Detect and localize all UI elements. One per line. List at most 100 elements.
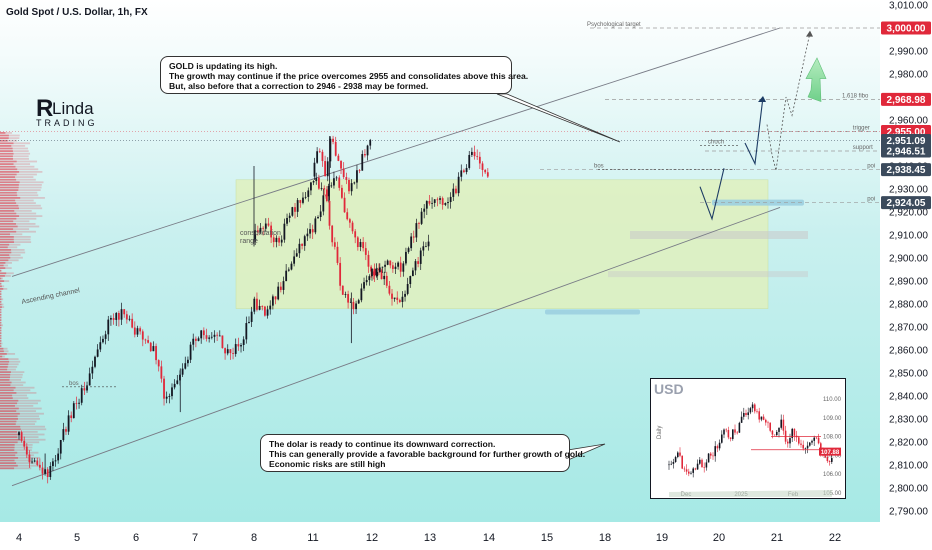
candle-body xyxy=(481,163,484,170)
inset-candle-body xyxy=(699,459,701,464)
inset-candle-body xyxy=(806,445,809,449)
volume-profile-bar xyxy=(0,316,2,319)
volume-profile-bar xyxy=(0,379,10,381)
volume-profile-bar xyxy=(0,228,30,230)
volume-profile-bar xyxy=(0,399,41,402)
inset-candle-body xyxy=(732,429,734,439)
volume-profile-bar xyxy=(0,433,21,436)
volume-profile-bar xyxy=(0,197,45,199)
inset-candle-body xyxy=(824,455,826,457)
volume-profile-bar xyxy=(0,160,38,163)
volume-profile-bar xyxy=(0,301,2,303)
candle-body xyxy=(23,440,26,447)
candle-body xyxy=(38,464,41,468)
candle-body xyxy=(444,203,447,205)
correction-path xyxy=(699,168,725,221)
volume-profile-bar xyxy=(0,269,1,272)
volume-profile-bar xyxy=(0,165,16,168)
candle-body xyxy=(264,223,267,229)
candle-body xyxy=(294,207,296,212)
price-badge xyxy=(881,21,931,35)
inset-candle-body xyxy=(758,411,760,420)
volume-profile-bar xyxy=(0,373,11,376)
volume-profile-bar xyxy=(0,392,17,394)
candle-body xyxy=(378,267,381,272)
inset-candle-body xyxy=(754,404,756,412)
candle-body xyxy=(25,446,28,455)
x-tick-label: 14 xyxy=(483,532,495,544)
imbalance-zone xyxy=(630,231,808,239)
x-tick-label: 18 xyxy=(599,532,611,544)
candles xyxy=(18,135,489,484)
volume-profile-bar xyxy=(0,373,23,376)
candle-body xyxy=(232,353,234,354)
candle-body xyxy=(407,248,410,252)
candle-body xyxy=(337,155,340,161)
candle-body xyxy=(301,243,303,246)
inset-title: USD xyxy=(654,381,684,397)
candle-body xyxy=(393,297,396,299)
inset-candle-body xyxy=(727,430,730,438)
volume-profile-bar xyxy=(0,412,44,415)
volume-profile-bar xyxy=(0,285,2,288)
candle-body xyxy=(248,321,250,324)
volume-profile-bar xyxy=(0,425,21,428)
alt-projection-arrowhead xyxy=(806,30,813,37)
candle-body xyxy=(208,337,211,339)
inset-candle-body xyxy=(672,461,675,464)
volume-profile-bar xyxy=(0,462,17,464)
volume-profile-bar xyxy=(0,210,15,212)
candle-body xyxy=(321,151,324,162)
volume-profile-bar xyxy=(0,155,13,158)
volume-profile-bar xyxy=(0,454,34,457)
candle-body xyxy=(371,268,373,277)
candle-body xyxy=(380,270,383,280)
volume-profile-bar xyxy=(0,184,42,186)
candle-body xyxy=(338,177,341,188)
price-badge-label: 2,951.09 xyxy=(887,136,926,147)
candle-body xyxy=(367,254,370,267)
inset-candle-body xyxy=(692,468,694,473)
volume-profile-bar xyxy=(0,386,35,389)
volume-profile-bar xyxy=(0,449,32,451)
candle-body xyxy=(324,161,326,177)
inset-candle-body xyxy=(681,455,683,469)
candle-body xyxy=(210,336,213,338)
volume-profile-bar xyxy=(0,277,3,280)
volume-profile-bar xyxy=(0,306,5,308)
volume-profile-bar xyxy=(0,360,10,363)
inset-candle-body xyxy=(811,440,813,443)
candle-body xyxy=(373,268,376,277)
candle-body xyxy=(253,298,256,312)
volume-profile-bar xyxy=(0,262,6,264)
candle-body xyxy=(275,237,278,243)
volume-profile-bar xyxy=(0,243,21,246)
candle-body xyxy=(333,242,336,247)
candle-body xyxy=(242,339,245,346)
candle-body xyxy=(366,145,369,156)
candle-body xyxy=(280,239,283,243)
volume-profile-bar xyxy=(0,220,30,223)
candle-body xyxy=(468,154,471,168)
volume-profile-bar xyxy=(0,405,34,407)
inset-candle-body xyxy=(809,442,811,446)
candle-body xyxy=(54,460,57,462)
volume-profile-bar xyxy=(0,186,42,189)
y-tick-label: 2,910.00 xyxy=(889,231,928,242)
candle-body xyxy=(290,263,293,270)
volume-profile-bar xyxy=(0,342,3,345)
volume-profile-bar xyxy=(0,282,2,285)
volume-profile-bar xyxy=(0,423,36,425)
inset-candle-body xyxy=(740,416,743,423)
volume-profile-bar xyxy=(0,298,2,301)
x-tick-label: 4 xyxy=(16,532,22,544)
volume-profile-bar xyxy=(0,150,29,152)
x-tick-label: 5 xyxy=(74,532,80,544)
volume-profile-bar xyxy=(0,277,2,280)
volume-profile-bar xyxy=(0,311,2,314)
volume-profile-bar xyxy=(0,280,5,282)
candle-body xyxy=(449,196,452,203)
y-tick-label: 2,860.00 xyxy=(889,346,928,357)
volume-profile-bar xyxy=(0,371,25,373)
volume-profile-bar xyxy=(0,293,1,295)
